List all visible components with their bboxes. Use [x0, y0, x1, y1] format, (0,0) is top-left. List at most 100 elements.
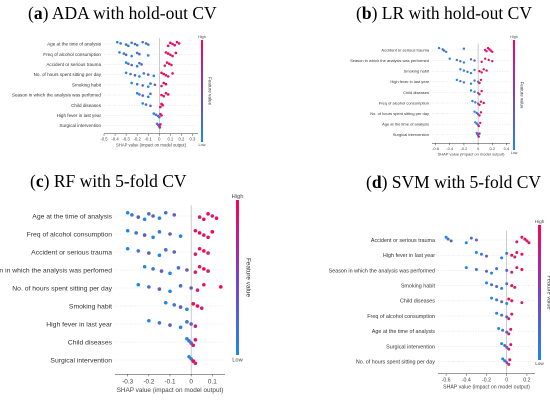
panel-c-shap-point [136, 282, 141, 287]
panel-a-shap-point [138, 93, 141, 96]
panel-a-shap-point [166, 44, 170, 48]
panel-c-colorbar-low: Low [232, 357, 243, 363]
panel-d-shap-point [525, 239, 529, 243]
panel-a-shap-point [124, 71, 128, 75]
panel-a-shap-point [162, 72, 166, 76]
panel-c-shap-point [168, 232, 172, 236]
panel-b-feature-label: High fever in last year [390, 79, 429, 84]
panel-c-shap-point [136, 215, 141, 219]
panel-c-shap-point [151, 267, 155, 271]
panel-a-shap-point [149, 104, 152, 108]
panel-a-shap-point [135, 82, 139, 86]
panel-c-shap-point [134, 231, 138, 235]
panel-a-feature-label: Accident or serious trauma [46, 62, 101, 67]
panel-c-shap-point [151, 214, 155, 218]
panel-d-shap-point [508, 358, 512, 362]
panel-a-shap-point [124, 43, 128, 46]
panel-a-shap-point [118, 51, 121, 54]
panel-a-feature-label: No. of hours spent sitting per day [34, 72, 102, 77]
panel-d-shap-point [474, 250, 478, 254]
panel-a-shap-point [154, 113, 158, 117]
panel-c-shap-point [206, 269, 210, 273]
panel-d-shap-point [500, 313, 504, 317]
panel-d-shap-point [497, 326, 501, 330]
panel-b-shap-point [473, 90, 476, 93]
panel-d-shap-point [505, 251, 509, 255]
panel-c-shap-point [147, 212, 151, 216]
panel-b-feature-label: Age at the time of analysis [382, 122, 429, 127]
panel-d-feature-label: High fever in last year [383, 253, 435, 259]
panel-d-feature-label: Age at the time of analysis [372, 329, 436, 335]
panel-a-shap-point [130, 63, 133, 67]
panel-d-shap-point [495, 298, 499, 302]
panel-a-x-tick-label: 0.3 [190, 136, 196, 141]
panel-d-shap-point [510, 312, 514, 316]
panel-c-shap-point [178, 234, 183, 238]
panel-a-shap-point [115, 40, 119, 44]
panel-d-feature-label: Freq of alcohol consumption [367, 314, 435, 320]
panel-d-shap-point [515, 240, 519, 244]
panel-d-shap-point [510, 270, 514, 274]
panel-c-shap-point [176, 266, 181, 270]
panel-a-shap-point [153, 83, 157, 87]
panel-c-shap-point [172, 303, 177, 307]
panel-b-colorbar-high: High [510, 35, 517, 39]
panel-d-shap-point [523, 237, 527, 241]
panel-d-shap-point [485, 254, 488, 258]
panel-a-shap-point [161, 103, 164, 107]
panel-b-shap-point [478, 132, 481, 135]
panel-a-colorbar-high: High [198, 35, 206, 39]
panel-a-x-tick-label: 0.1 [167, 136, 173, 141]
panel-b-shap-point [491, 50, 494, 54]
panel-b-x-tick-label: -0.6 [432, 146, 440, 151]
panel-b-shap-point [459, 60, 462, 63]
panel-a-shap-point [146, 95, 150, 99]
panel-a-shap-point [135, 91, 139, 95]
panel-a-shap-point [146, 73, 150, 76]
panel-a-shap-point [163, 64, 167, 67]
panel-c-shap-point [168, 271, 172, 276]
panel-d-shap-point [505, 330, 509, 334]
panel-a-shap-point [177, 42, 181, 45]
panel-c-shap-point [178, 325, 183, 330]
panel-a-feature-label: Age at the time of analysis [47, 42, 102, 47]
panel-a-shap-point [146, 85, 150, 88]
panel-a-x-tick-label: -0.2 [134, 136, 142, 141]
panel-d-x-tick-label: 0.2 [523, 377, 530, 383]
panel-d-chart: -0.6 -0.4 -0.2 0 0.2 SHAP value (impact on mo… [329, 219, 550, 391]
panel-a-x-tick-label: -0.5 [100, 136, 108, 141]
panel-b-shap-point [479, 78, 483, 82]
panel-b-feature-label: Smoking habit [404, 69, 430, 74]
panel-d-feature-label: No. of hours spent sitting per day [356, 359, 435, 365]
panel-d-shap-point [485, 269, 488, 273]
panel-d-shap-point [515, 266, 519, 270]
panel-a-shap-point [162, 94, 166, 98]
panel-c-shap-point [202, 249, 206, 253]
panel-b-x-axis-label: SHAP value (impact on model output) [438, 152, 506, 157]
panel-b-feature-label: Accident or serious trauma [381, 47, 429, 52]
panel-a-shap-point [149, 92, 152, 96]
panel-b-shap-point [466, 70, 469, 74]
panel-d-shap-point [507, 332, 511, 336]
panel-d-shap-point [490, 271, 494, 275]
panel-c-shap-point [202, 267, 206, 271]
panel-a-shap-point [124, 53, 128, 57]
panel-b-shap-point [478, 114, 481, 117]
panel-b-shap-point [474, 101, 477, 104]
panel-c-shap-point [125, 210, 130, 215]
panel-a-shap-point [169, 41, 172, 45]
panel-a-x-tick-label: 0.2 [178, 136, 184, 141]
panel-d-shap-point [510, 299, 514, 303]
panel-c-shap-point [191, 343, 196, 348]
panel-d-shap-point [485, 281, 488, 285]
panel-a-shap-point [152, 74, 156, 78]
panel-c-shap-point [202, 217, 206, 222]
panel-d-shap-point [444, 235, 448, 239]
panel-a-shap-point [138, 75, 141, 78]
panel-d-shap-point [500, 300, 504, 304]
panel-b-shap-point [485, 69, 488, 72]
panel-c-shap-point [191, 302, 196, 306]
panel-d-x-tick-label: -0.6 [442, 377, 451, 383]
panel-b-shap-point [480, 89, 483, 93]
